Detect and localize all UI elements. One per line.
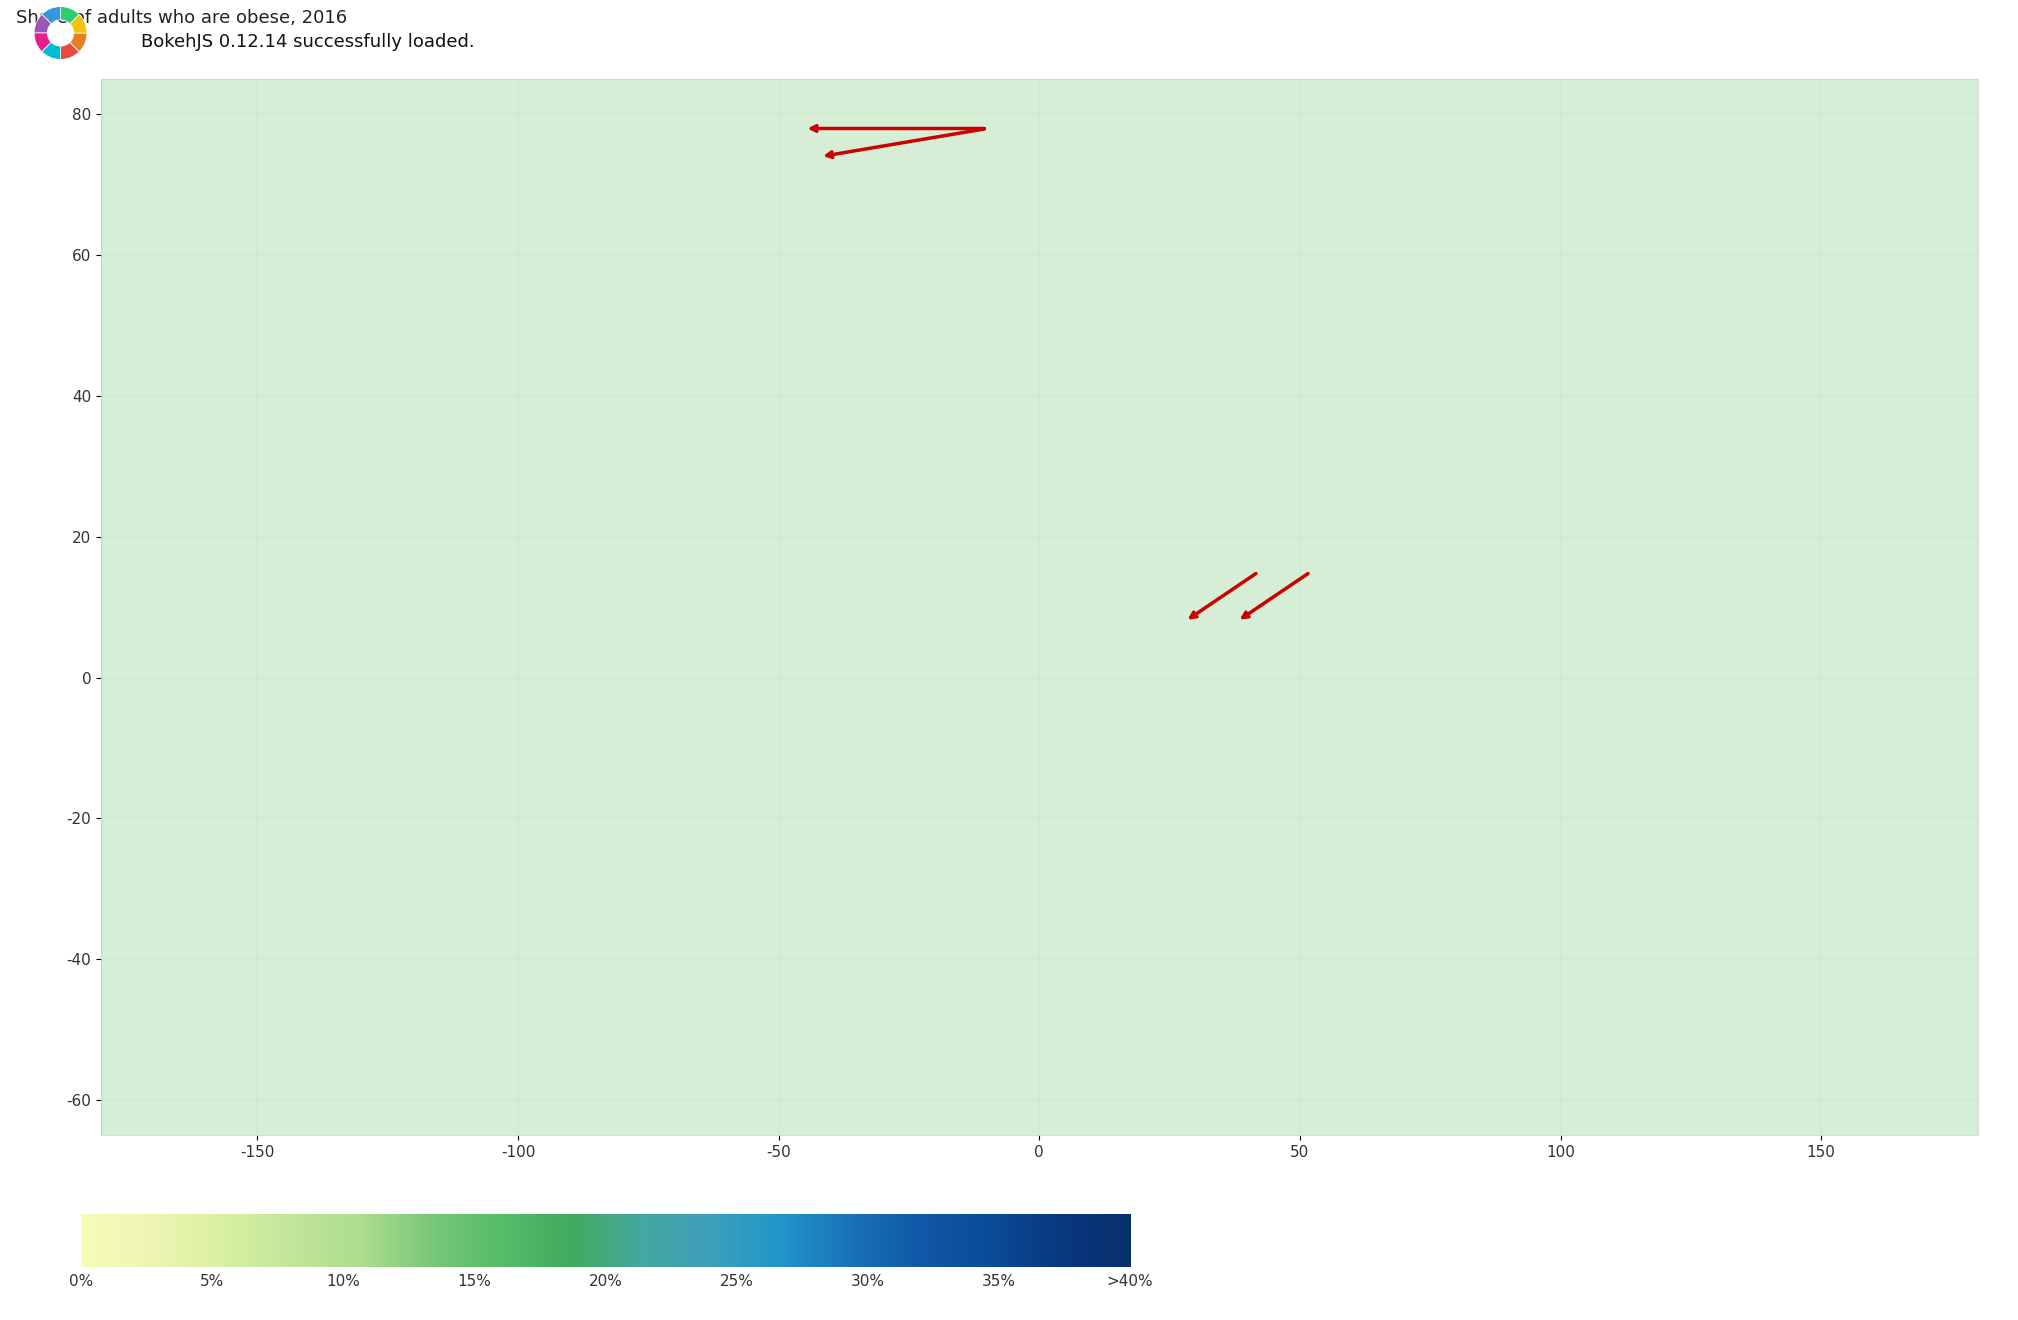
Wedge shape [61, 42, 79, 59]
Wedge shape [71, 15, 87, 33]
Wedge shape [42, 42, 61, 59]
Wedge shape [34, 15, 50, 33]
Text: BokehJS 0.12.14 successfully loaded.: BokehJS 0.12.14 successfully loaded. [141, 33, 474, 51]
Wedge shape [61, 7, 79, 24]
Wedge shape [42, 7, 61, 24]
Wedge shape [34, 33, 50, 51]
Wedge shape [71, 33, 87, 51]
Text: Share of adults who are obese, 2016: Share of adults who are obese, 2016 [16, 9, 347, 28]
